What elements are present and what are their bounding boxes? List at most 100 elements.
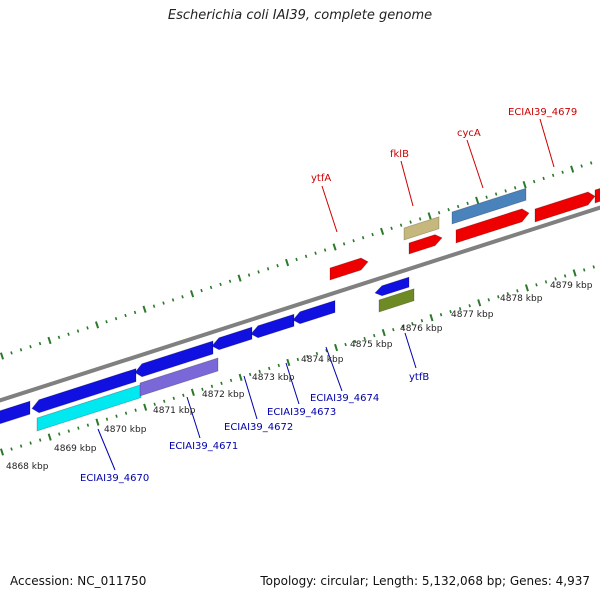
scale-label-4874: 4874 kbp — [301, 355, 344, 365]
inner-tick — [506, 292, 510, 296]
outer-tick — [361, 235, 365, 240]
gene-feature-ytfa — [329, 257, 369, 281]
inner-tick — [229, 378, 233, 383]
gene-feature-olive-block — [378, 288, 415, 313]
callout-eciai39-4672 — [243, 375, 258, 420]
scale-label-4878: 4878 kbp — [500, 294, 543, 304]
inner-tick — [563, 274, 567, 278]
inner-tick — [220, 381, 223, 386]
outer-tick — [494, 192, 498, 196]
callout-ytfb — [404, 332, 417, 369]
forward-gene-labels: ytfA fklB cycA ECIAI39_4679 — [311, 107, 577, 184]
inner-tick — [268, 366, 271, 371]
outer-tick — [589, 161, 593, 165]
inner-tick — [411, 321, 414, 326]
inner-tick — [363, 336, 366, 341]
outer-tick — [466, 201, 469, 206]
reverse-gene-labels: ECIAI39_4670 ECIAI39_4671 ECIAI39_4672 E… — [80, 372, 429, 484]
outer-tick — [532, 179, 536, 184]
outer-tick — [371, 232, 374, 237]
inner-tick — [497, 295, 500, 299]
outer-tick — [276, 264, 279, 268]
inner-tick — [468, 304, 471, 308]
gene-label-fklb: fklB — [390, 149, 409, 160]
scale-label-4870: 4870 kbp — [104, 425, 147, 435]
inner-tick — [592, 265, 595, 269]
outer-tick — [257, 270, 260, 274]
gene-feature-eciai39-4673 — [250, 313, 295, 339]
inner-tick — [306, 354, 309, 359]
inner-tick — [201, 387, 204, 391]
inner-tick — [238, 373, 243, 382]
outer-tick — [399, 223, 403, 227]
gene-feature-eciai39-4674 — [292, 299, 336, 325]
inner-tick — [334, 343, 339, 352]
inner-tick — [582, 268, 586, 272]
gene-label-eciai39-4671: ECIAI39_4671 — [169, 441, 238, 452]
outer-tick — [200, 288, 203, 293]
outer-tick — [447, 207, 450, 212]
outer-tick — [105, 320, 108, 324]
outer-tick — [124, 313, 127, 318]
outer-tick — [418, 217, 422, 221]
outer-tick — [162, 301, 165, 305]
inner-tick — [381, 328, 386, 337]
backbone-line — [0, 205, 600, 403]
inner-tick — [115, 414, 118, 418]
inner-tick — [353, 339, 357, 344]
inner-tick — [554, 277, 557, 281]
gene-label-eciai39-4679: ECIAI39_4679 — [508, 107, 577, 118]
inner-tick — [315, 351, 319, 356]
inner-tick — [248, 372, 252, 377]
inner-tick — [134, 408, 137, 412]
inner-tick — [29, 441, 32, 445]
inner-tick — [401, 324, 405, 329]
outer-tick — [67, 332, 70, 336]
gene-label-ytfb: ytfB — [409, 372, 429, 383]
scale-label-4871: 4871 kbp — [153, 406, 196, 416]
gene-feature-left-edge — [0, 400, 31, 425]
gene-feature-eciai39-4671 — [134, 340, 214, 378]
gene-feature-ytfb — [374, 276, 410, 297]
inner-tick — [439, 313, 443, 317]
outer-tick — [181, 295, 184, 299]
scale-label-4879: 4879 kbp — [550, 281, 593, 291]
outer-tick — [409, 220, 412, 224]
outer-tick — [47, 336, 52, 345]
scale-labels: 4868 kbp 4869 kbp 4870 kbp 4871 kbp 4872… — [6, 281, 593, 472]
outer-tick — [209, 285, 213, 290]
inner-tick-row — [0, 265, 595, 456]
inner-tick — [77, 426, 80, 430]
outer-tick — [19, 348, 23, 352]
callout-fklb — [400, 160, 414, 207]
gene-feature-steel-block — [451, 187, 527, 225]
inner-tick — [524, 284, 529, 292]
outer-tick — [171, 298, 175, 302]
outer-tick — [76, 329, 80, 333]
callout-eciai39-4671 — [186, 396, 201, 439]
outer-tick — [38, 341, 42, 346]
outer-tick — [437, 211, 441, 215]
gene-feature-eciai39-4679-a — [534, 191, 596, 223]
outer-tick — [266, 267, 270, 271]
inner-tick — [163, 399, 166, 403]
inner-tick — [429, 314, 434, 322]
accession-text: Accession: NC_011750 — [10, 574, 147, 588]
inner-tick — [572, 269, 577, 277]
inner-tick — [344, 342, 347, 347]
inner-tick — [58, 432, 61, 436]
gene-label-ytfa: ytfA — [311, 173, 331, 184]
inner-tick — [477, 299, 482, 307]
outer-tick — [380, 227, 385, 236]
outer-tick — [561, 170, 564, 174]
outer-tick — [247, 273, 251, 277]
callout-ytfa — [321, 185, 338, 233]
inner-tick — [86, 423, 90, 427]
scale-label-4869: 4869 kbp — [54, 444, 97, 454]
inner-tick — [67, 429, 71, 433]
callout-eciai39-4673 — [285, 362, 300, 405]
inner-tick — [124, 411, 128, 415]
inner-tick — [153, 402, 156, 406]
outer-tick — [133, 310, 137, 315]
